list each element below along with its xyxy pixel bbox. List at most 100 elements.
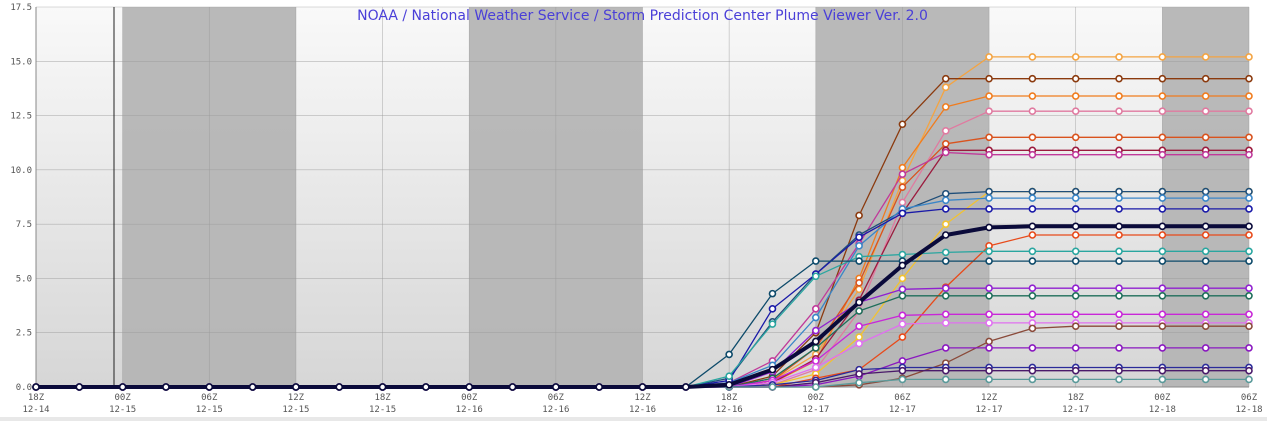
data-point (941, 319, 950, 327)
mean-data-point (1245, 222, 1253, 231)
data-point (898, 163, 907, 172)
data-point (1158, 231, 1167, 239)
data-point (898, 366, 907, 375)
data-point (985, 53, 993, 61)
data-point (811, 272, 820, 281)
data-point (941, 74, 950, 83)
data-point (1028, 92, 1037, 100)
data-point (1201, 344, 1210, 352)
mean-data-point (1201, 222, 1210, 231)
data-point (985, 74, 993, 83)
mean-data-point (898, 261, 907, 270)
mean-data-point (941, 231, 950, 239)
data-point (855, 211, 863, 220)
data-point (941, 291, 950, 300)
data-point (941, 140, 950, 148)
data-point (1028, 291, 1037, 300)
data-point (941, 248, 950, 257)
data-point (941, 344, 950, 352)
data-point (1071, 375, 1080, 384)
y-tick-label: 2.5 (16, 329, 32, 339)
data-point (1115, 150, 1123, 159)
data-point (1115, 291, 1123, 300)
x-tick-date: 12-16 (456, 405, 483, 415)
data-point (1245, 322, 1253, 331)
data-point (1158, 344, 1167, 352)
data-point (1245, 291, 1253, 300)
data-point (941, 205, 950, 213)
x-tick-date: 12-15 (282, 405, 309, 415)
data-point (1071, 53, 1080, 61)
x-tick-label: 18Z (28, 393, 45, 403)
data-point (941, 189, 950, 198)
data-point (1245, 375, 1253, 384)
data-point (1115, 375, 1123, 384)
mean-data-point (768, 365, 777, 374)
data-point (855, 242, 863, 250)
x-tick-label: 18Z (374, 393, 391, 403)
data-point (1201, 375, 1210, 384)
mean-data-point (1115, 222, 1123, 231)
mean-data-point (205, 383, 214, 391)
data-point (1115, 344, 1123, 352)
data-point (1158, 291, 1167, 300)
mean-data-point (465, 383, 474, 391)
data-point (1028, 107, 1037, 116)
data-point (1245, 205, 1253, 213)
data-point (1201, 187, 1210, 196)
x-tick-date: 12-17 (889, 405, 916, 415)
data-point (811, 326, 820, 335)
data-point (941, 126, 950, 135)
data-point (1071, 291, 1080, 300)
data-point (1028, 366, 1037, 375)
data-point (898, 357, 907, 365)
data-point (1245, 74, 1253, 83)
data-point (1201, 310, 1210, 319)
data-point (1115, 231, 1123, 239)
y-tick-label: 0.0 (16, 383, 32, 393)
data-point (1158, 205, 1167, 213)
x-tick-label: 06Z (1241, 393, 1258, 403)
data-point (855, 333, 863, 341)
scrollbar-strip[interactable] (0, 417, 1267, 421)
y-tick-label: 12.5 (10, 112, 32, 122)
data-point (1028, 310, 1037, 319)
data-point (1158, 107, 1167, 116)
mean-data-point (552, 383, 560, 391)
data-point (898, 291, 907, 300)
data-point (1245, 187, 1253, 196)
data-point (1245, 194, 1253, 202)
data-point (1028, 133, 1037, 142)
data-point (1158, 322, 1167, 331)
data-point (855, 307, 863, 315)
mean-data-point (725, 381, 733, 389)
data-point (1158, 150, 1167, 159)
data-point (941, 148, 950, 157)
data-point (1071, 257, 1080, 265)
data-point (985, 344, 993, 352)
data-point (855, 378, 863, 387)
data-point (1201, 133, 1210, 142)
data-point (1115, 205, 1123, 213)
data-point (811, 257, 820, 265)
data-point (1201, 257, 1210, 265)
data-point (1158, 187, 1167, 196)
data-point (855, 322, 863, 331)
x-tick-label: 00Z (1154, 393, 1171, 403)
data-point (941, 83, 950, 92)
chart-title: NOAA / National Weather Service / Storm … (357, 8, 928, 24)
mean-data-point (162, 383, 170, 391)
data-point (1245, 133, 1253, 142)
data-point (1201, 150, 1210, 159)
mean-data-point (292, 383, 300, 391)
data-point (1115, 74, 1123, 83)
data-point (1028, 324, 1037, 333)
x-tick-date: 12-17 (976, 405, 1003, 415)
data-point (1071, 247, 1080, 256)
x-tick-date: 12-16 (629, 405, 656, 415)
mean-data-point (1158, 222, 1167, 231)
data-point (985, 366, 993, 375)
data-point (1028, 344, 1037, 352)
